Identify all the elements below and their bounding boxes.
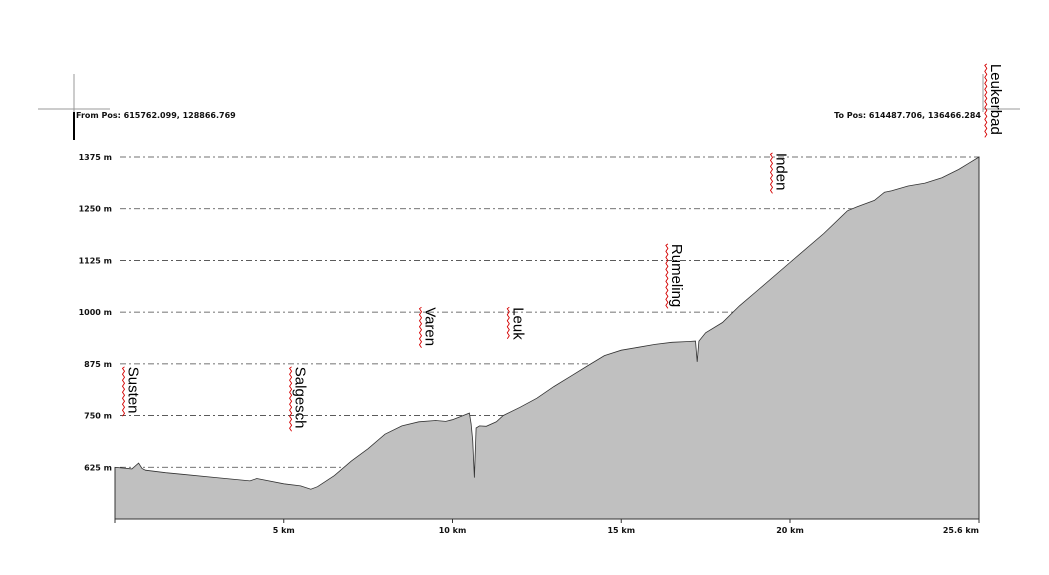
x-tick-label: 20 km <box>776 526 804 535</box>
y-tick-label: 625 m <box>84 463 112 472</box>
axes <box>114 157 980 520</box>
y-tick-label: 1375 m <box>79 153 112 162</box>
spellcheck-underline <box>121 366 126 417</box>
to-position-label: To Pos: 614487.706, 136466.284 <box>834 111 981 120</box>
y-tick-label: 875 m <box>84 360 112 369</box>
x-tick-label: 10 km <box>439 526 467 535</box>
y-tick-label: 1000 m <box>79 308 112 317</box>
place-label-leukerbad: Leukerbad <box>984 63 1004 138</box>
spellcheck-underline <box>984 63 988 138</box>
place-label-leuk: Leuk <box>506 306 526 340</box>
place-label-salgesch: Salgesch <box>288 366 309 432</box>
place-label-text: Salgesch <box>292 367 309 429</box>
x-tick-label: 25.6 km <box>943 526 979 535</box>
to-marker <box>982 74 1020 112</box>
x-tick-labels: 5 km 10 km 15 km 20 km 25.6 km <box>114 519 980 535</box>
y-tick-label: 1250 m <box>79 205 112 214</box>
spellcheck-underline <box>769 152 774 194</box>
y-tick-label: 750 m <box>84 412 112 421</box>
from-marker <box>38 74 110 140</box>
place-label-text: Leuk <box>509 307 526 340</box>
place-label-varen: Varen <box>418 306 439 348</box>
spellcheck-underline <box>665 243 669 309</box>
y-tick-labels: 625 m 750 m 875 m 1000 m 1125 m 1250 m 1375 m <box>79 153 112 472</box>
spellcheck-underline <box>506 306 510 339</box>
place-label-susten: Susten <box>121 366 142 417</box>
place-label-inden: Inden <box>769 152 790 194</box>
place-label-text: Rumeling <box>668 244 685 307</box>
x-tick-label: 15 km <box>607 526 635 535</box>
place-label-text: Leukerbad <box>987 64 1004 135</box>
place-label-text: Susten <box>125 367 142 414</box>
spellcheck-underline <box>288 366 293 432</box>
place-label-rumeling: Rumeling <box>665 243 685 309</box>
elevation-area <box>114 156 980 520</box>
spellcheck-underline <box>418 306 423 348</box>
x-tick-label: 5 km <box>273 526 295 535</box>
y-tick-label: 1125 m <box>79 256 112 265</box>
place-labels: Susten Salgesch Varen Leuk Rumeling Inden Leuk… <box>121 63 1004 432</box>
place-label-text: Varen <box>422 307 439 346</box>
from-position-label: From Pos: 615762.099, 128866.769 <box>76 111 236 120</box>
place-label-text: Inden <box>773 153 790 191</box>
